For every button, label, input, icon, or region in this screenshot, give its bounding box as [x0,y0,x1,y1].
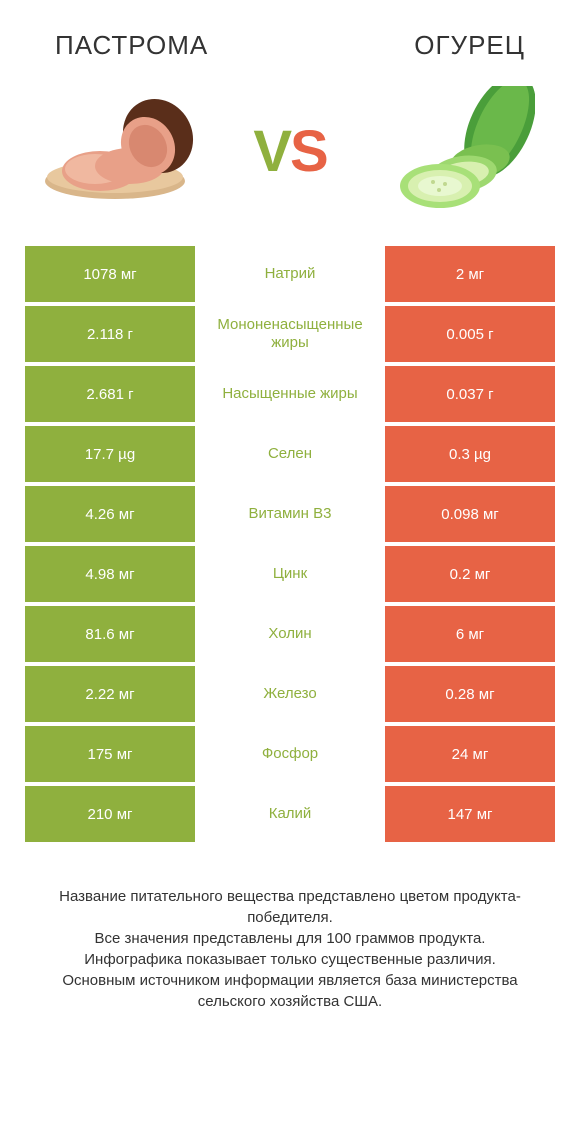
nutrient-name-cell: Холин [195,606,385,662]
table-row: 2.118 гМононенасыщенные жиры0.005 г [25,306,555,362]
nutrient-name-cell: Цинк [195,546,385,602]
images-row: VS [0,71,580,246]
footer-line: Основным источником информации является … [30,970,550,1012]
right-value-cell: 0.098 мг [385,486,555,542]
right-value-cell: 0.037 г [385,366,555,422]
footer-line: Название питательного вещества представл… [30,886,550,928]
vs-s: S [290,119,327,184]
nutrient-name-cell: Натрий [195,246,385,302]
table-row: 175 мгФосфор24 мг [25,726,555,782]
footer-notes: Название питательного вещества представл… [0,846,580,1012]
nutrient-name-cell: Мононенасыщенные жиры [195,306,385,362]
right-product-title: Огурец [414,30,525,61]
nutrient-name-cell: Селен [195,426,385,482]
vs-label: VS [253,118,326,185]
table-row: 2.22 мгЖелезо0.28 мг [25,666,555,722]
left-value-cell: 1078 мг [25,246,195,302]
nutrient-name-cell: Железо [195,666,385,722]
nutrient-name-cell: Витамин B3 [195,486,385,542]
table-row: 4.26 мгВитамин B30.098 мг [25,486,555,542]
left-value-cell: 81.6 мг [25,606,195,662]
nutrient-name-cell: Фосфор [195,726,385,782]
right-value-cell: 0.2 мг [385,546,555,602]
left-value-cell: 4.98 мг [25,546,195,602]
table-row: 2.681 гНасыщенные жиры0.037 г [25,366,555,422]
right-value-cell: 147 мг [385,786,555,842]
left-value-cell: 4.26 мг [25,486,195,542]
right-value-cell: 0.005 г [385,306,555,362]
right-value-cell: 0.3 µg [385,426,555,482]
vs-v: V [253,119,290,184]
left-value-cell: 17.7 µg [25,426,195,482]
table-row: 17.7 µgСелен0.3 µg [25,426,555,482]
left-value-cell: 175 мг [25,726,195,782]
right-value-cell: 0.28 мг [385,666,555,722]
footer-line: Инфографика показывает только существенн… [30,949,550,970]
table-row: 4.98 мгЦинк0.2 мг [25,546,555,602]
right-value-cell: 2 мг [385,246,555,302]
cucumber-image [380,86,540,216]
left-value-cell: 2.681 г [25,366,195,422]
nutrient-name-cell: Калий [195,786,385,842]
left-value-cell: 2.118 г [25,306,195,362]
nutrient-name-cell: Насыщенные жиры [195,366,385,422]
footer-line: Все значения представлены для 100 граммо… [30,928,550,949]
pastrami-image [40,86,200,216]
comparison-table: 1078 мгНатрий2 мг2.118 гМононенасыщенные… [0,246,580,842]
left-value-cell: 210 мг [25,786,195,842]
table-row: 81.6 мгХолин6 мг [25,606,555,662]
left-product-title: Пастрома [55,30,208,61]
left-value-cell: 2.22 мг [25,666,195,722]
header: Пастрома Огурец [0,0,580,71]
right-value-cell: 6 мг [385,606,555,662]
table-row: 210 мгКалий147 мг [25,786,555,842]
right-value-cell: 24 мг [385,726,555,782]
table-row: 1078 мгНатрий2 мг [25,246,555,302]
